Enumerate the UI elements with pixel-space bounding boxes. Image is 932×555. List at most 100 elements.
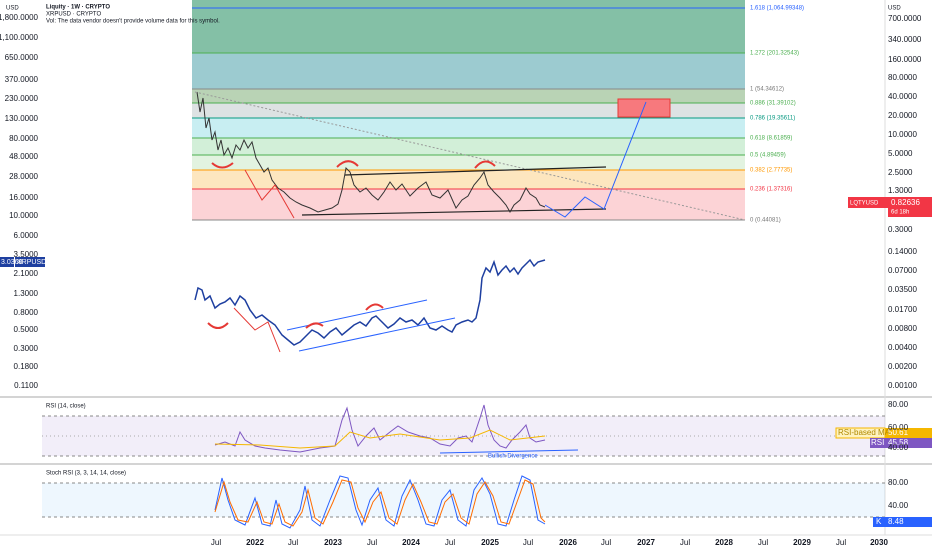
rsi-axis-label: 80.00 <box>888 400 909 409</box>
right-axis-label: 0.00400 <box>888 343 917 352</box>
right-axis-label: 700.0000 <box>888 14 922 23</box>
resistance-line <box>344 166 607 176</box>
stoch-axis-label: 40.00 <box>888 501 909 510</box>
fib-label: 0.236 (1.37316) <box>750 187 792 193</box>
right-axis-label: 0.07000 <box>888 266 917 275</box>
left-axis-label: 0.1800 <box>14 362 39 371</box>
time-axis-label: 2029 <box>793 538 811 547</box>
lqty-price-badge <box>888 197 932 217</box>
right-axis-label: 160.0000 <box>888 55 922 64</box>
left-axis-label: 370.0000 <box>5 75 39 84</box>
right-axis-label: 40.0000 <box>888 92 917 101</box>
support-line <box>301 208 607 216</box>
rsi-value-badge <box>885 438 932 448</box>
time-axis-label: 2030 <box>870 538 888 547</box>
time-axis-label: Jul <box>836 538 846 547</box>
left-axis-label: 1,100.0000 <box>0 33 39 42</box>
time-axis-label: Jul <box>601 538 611 547</box>
left-axis-label: 10.0000 <box>9 211 38 220</box>
time-axis-label: 2022 <box>246 538 264 547</box>
arrow-down <box>233 307 281 353</box>
time-axis-label: Jul <box>288 538 298 547</box>
lqty-symbol: LQTYUSD <box>850 201 879 207</box>
stoch-k <box>214 475 546 529</box>
xrp-symbol: XRPUSD <box>17 259 46 266</box>
time-axis-label: 2027 <box>637 538 655 547</box>
axis-unit-left: USD <box>6 6 19 12</box>
time-axis-label: Jul <box>523 538 533 547</box>
header-symbol: XRPUSD · CRYPTO <box>46 12 101 18</box>
k-value: 8.48 <box>888 517 904 526</box>
volume-note: Vol: The data vendor doesn't provide vol… <box>46 19 220 25</box>
right-axis-label: 340.0000 <box>888 35 922 44</box>
left-axis-label: 16.0000 <box>9 193 38 202</box>
fib-label: 0.5 (4.89459) <box>750 153 786 159</box>
arc-top <box>305 322 324 329</box>
stoch-title: Stoch RSI (3, 3, 14, 14, close) <box>46 471 126 477</box>
stoch-band <box>42 483 885 517</box>
fib-label: 1.618 (1,064.99348) <box>750 6 804 12</box>
divergence-line <box>439 449 579 454</box>
time-axis-label: 2026 <box>559 538 577 547</box>
arc-top <box>336 160 359 168</box>
arrow-down <box>244 169 295 219</box>
right-axis-label: 10.0000 <box>888 130 917 139</box>
left-axis-label: 80.0000 <box>9 134 38 143</box>
left-axis-label: 230.0000 <box>5 94 39 103</box>
arc-bottom <box>211 162 234 169</box>
right-axis-label: 0.3000 <box>888 225 913 234</box>
left-axis-label: 0.1100 <box>14 381 38 390</box>
fib-label: 0.618 (8.61859) <box>750 136 792 142</box>
left-axis-label: 2.1000 <box>14 269 39 278</box>
left-axis-label: 1.3000 <box>14 289 39 298</box>
xrp-price-line <box>194 258 546 346</box>
lqty-symbol-badge <box>848 197 888 208</box>
rsi-ma-line <box>214 429 546 449</box>
xrp-symbol-badge <box>15 257 45 267</box>
rsi-ma-value-badge <box>885 428 932 438</box>
projection-arrow <box>544 101 647 218</box>
axis-unit: USD <box>888 6 901 12</box>
xrp-price: 3.0368 <box>1 259 23 266</box>
time-axis-label: Jul <box>680 538 690 547</box>
rsi-ma-value: 50.61 <box>888 428 909 437</box>
stoch-axis-label: 80.00 <box>888 478 909 487</box>
right-axis-label: 0.03500 <box>888 285 917 294</box>
right-axis-label: 80.0000 <box>888 73 917 82</box>
time-axis-label: 2023 <box>324 538 342 547</box>
rsi-label-badge <box>870 438 885 448</box>
k-label: K <box>876 517 882 526</box>
fib-label: 0.886 (31.39102) <box>750 101 796 107</box>
fib-label: 0.786 (19.35611) <box>750 116 795 122</box>
left-axis-label: 0.3000 <box>14 344 39 353</box>
left-axis-label: 1,800.0000 <box>0 13 39 22</box>
arc-bottom <box>207 322 229 329</box>
lqty-countdown: 6d 18h <box>891 210 909 216</box>
right-axis-label: 20.0000 <box>888 111 917 120</box>
rsi-axis-label: 40.00 <box>888 443 909 452</box>
left-axis-label: 28.0000 <box>9 172 38 181</box>
lqty-price: 0.82636 <box>891 198 920 207</box>
k-label-badge <box>873 517 885 527</box>
fib-label: 1.272 (201.32543) <box>750 51 799 57</box>
left-axis-label: 6.0000 <box>14 231 39 240</box>
k-value-badge <box>885 517 932 527</box>
channel-bottom <box>298 317 456 352</box>
time-axis-label: 2025 <box>481 538 499 547</box>
time-axis-label: 2028 <box>715 538 733 547</box>
time-axis-label: Jul <box>367 538 377 547</box>
right-axis-label: 0.01700 <box>888 305 917 314</box>
right-axis-label: 2.5000 <box>888 168 913 177</box>
fib-label: 1 (54.34612) <box>750 87 784 93</box>
rsi-line <box>214 404 546 453</box>
divergence-label: Bullish Divergence <box>488 454 538 460</box>
fib-bands <box>192 0 745 221</box>
right-axis-label: 5.0000 <box>888 149 913 158</box>
right-axis-label: 1.3000 <box>888 186 913 195</box>
stoch-d <box>214 479 546 527</box>
arc-top <box>365 303 384 311</box>
right-axis-label: 0.00800 <box>888 324 917 333</box>
rsi-ma-label: RSI-based MA <box>838 428 891 437</box>
left-axis-label: 650.0000 <box>5 53 39 62</box>
